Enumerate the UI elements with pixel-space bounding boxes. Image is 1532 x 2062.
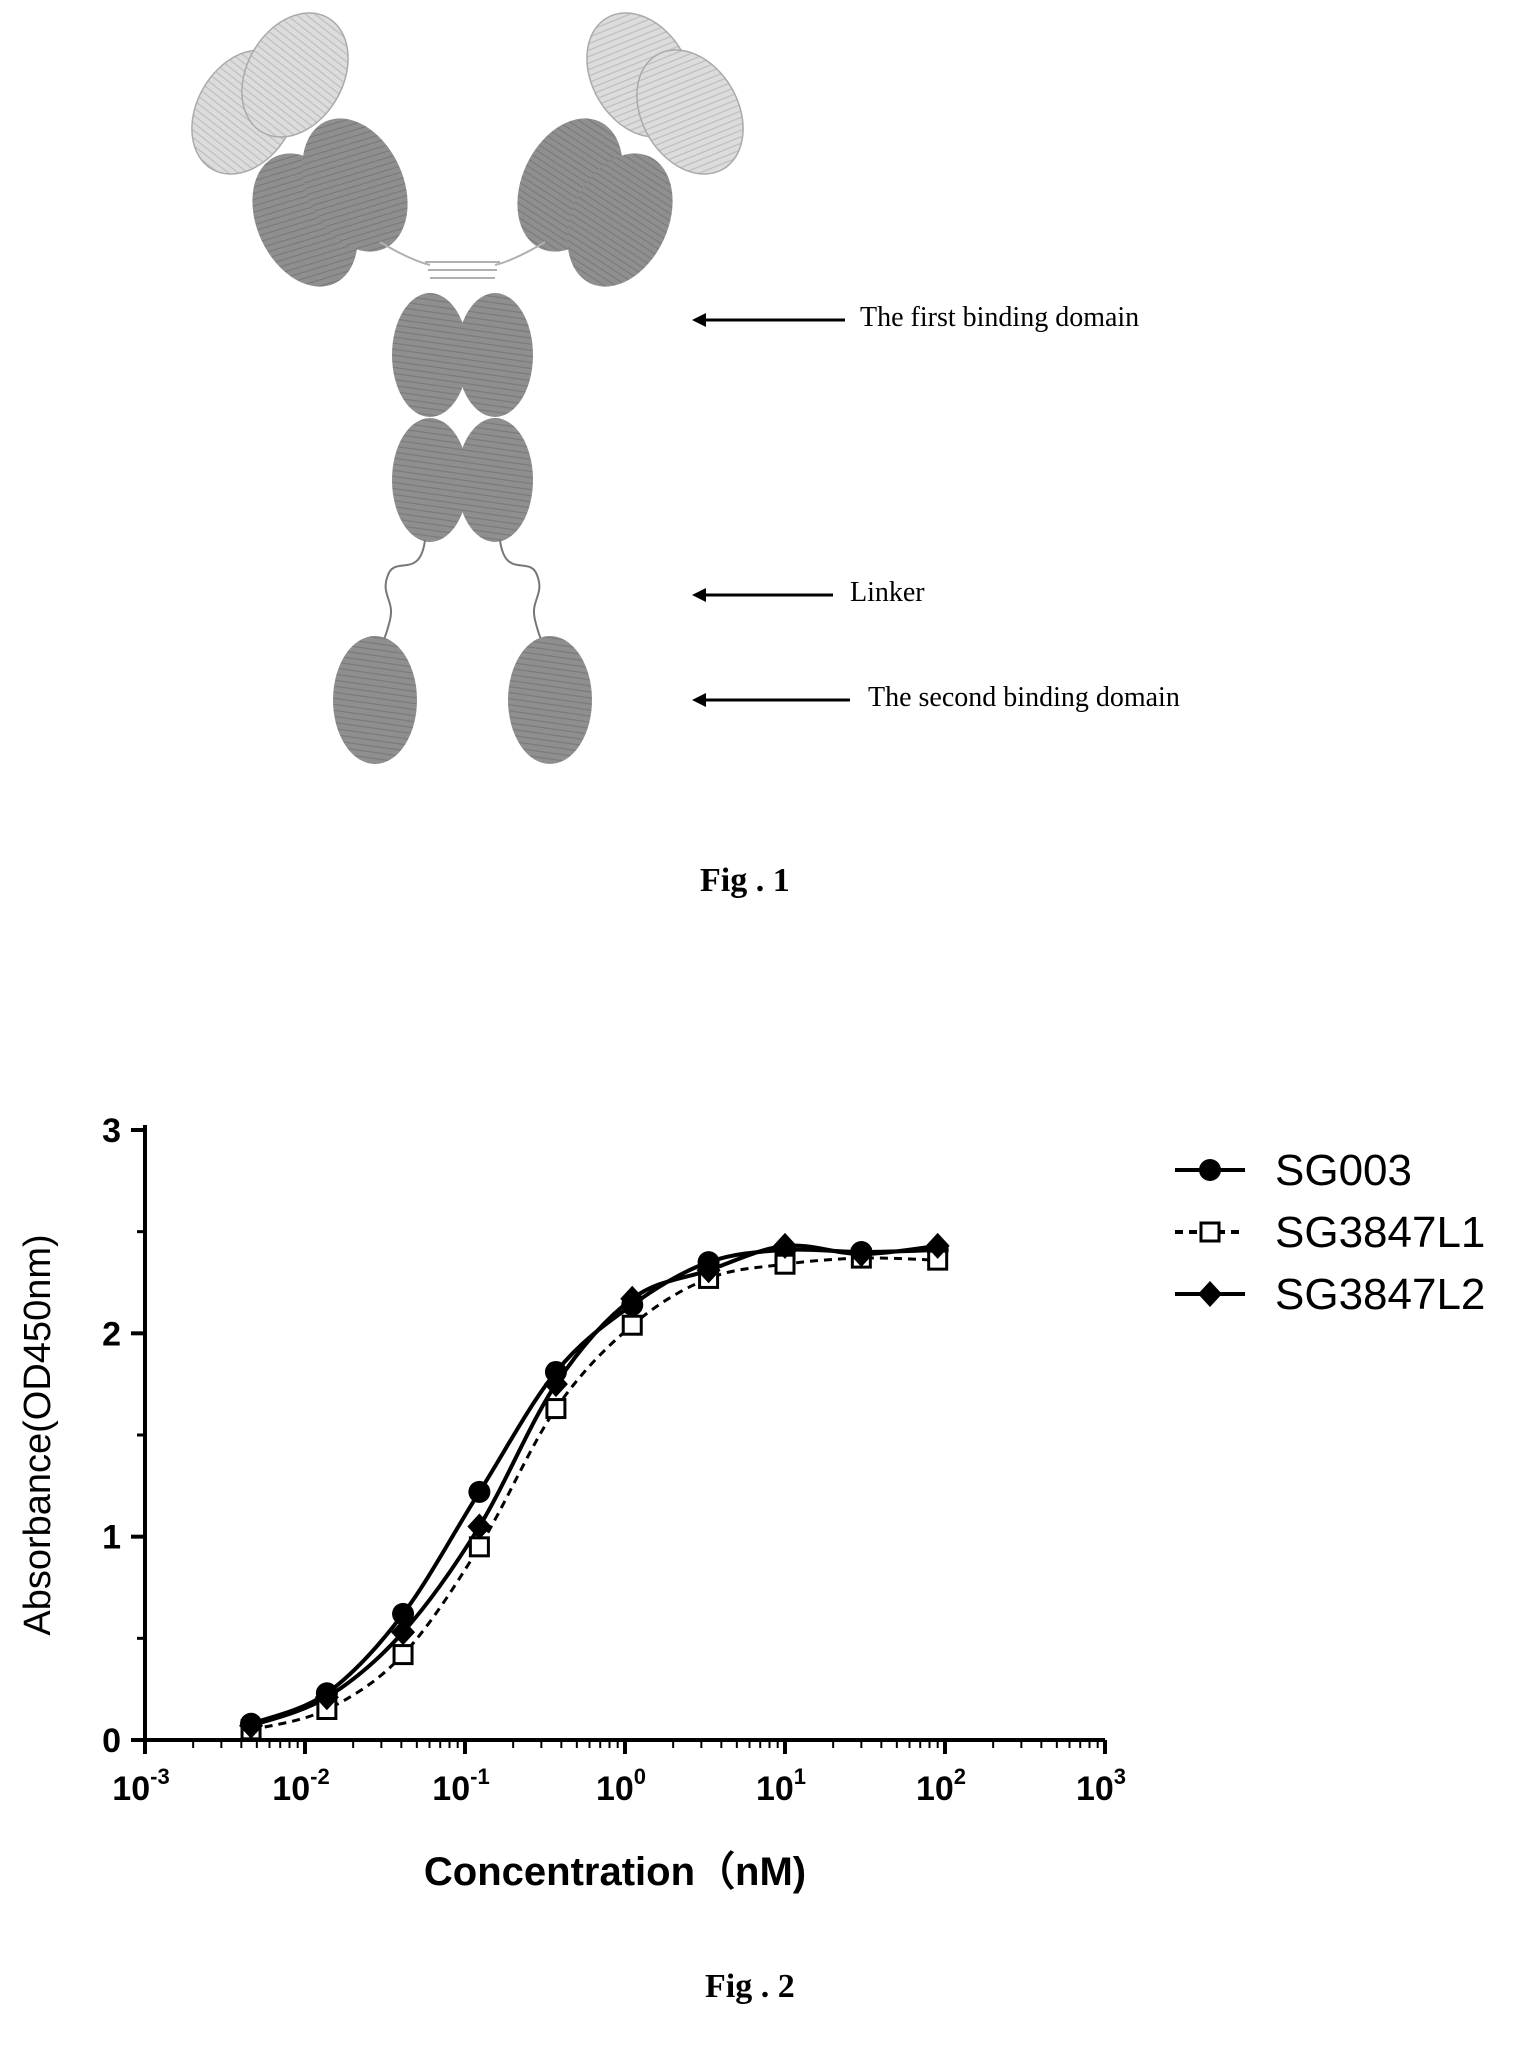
right-light-chain (586, 12, 744, 175)
legend-marker-sg3847l2 (1198, 1281, 1222, 1307)
x-tick-label: 10-3 (112, 1764, 169, 1808)
label-first-binding-domain: The first binding domain (860, 302, 1140, 333)
marker-sg3847l2 (925, 1232, 950, 1259)
marker-sg3847l2 (543, 1371, 568, 1398)
chart-legend: SG003 SG3847L1 SG3847L2 (1175, 1146, 1485, 1319)
chart-axes: 0 1 2 3 10-3 10-2 10-1 100 101 102 103 Concentratio… (17, 1112, 1126, 1894)
y-tick-label: 1 (102, 1519, 121, 1557)
label-linker: Linker (850, 577, 925, 608)
marker-sg003 (392, 1602, 415, 1625)
left-light-chain (191, 12, 349, 175)
second-binding-domains (333, 636, 592, 764)
marker-sg3847l1 (545, 1398, 567, 1420)
marker-sg3847l2 (696, 1257, 721, 1284)
marker-sg3847l2 (239, 1712, 264, 1739)
y-tick-label: 3 (102, 1112, 121, 1150)
fig2-caption: Fig . 2 (705, 1968, 795, 2005)
fig2-chart: 0 1 2 3 10-3 10-2 10-1 100 101 102 103 Concentratio… (17, 1112, 1485, 1894)
legend-marker-sg3847l1 (1199, 1221, 1221, 1243)
legend-label-sg3847l1: SG3847L1 (1275, 1208, 1485, 1257)
series-line-sg3847l2 (250, 1243, 938, 1728)
fc-domains (392, 293, 533, 542)
linker-strands (377, 539, 548, 648)
marker-sg003 (468, 1480, 491, 1503)
marker-sg3847l2 (773, 1232, 797, 1259)
fig1-diagram (191, 12, 850, 764)
marker-sg3847l1 (468, 1536, 490, 1558)
marker-sg3847l1 (621, 1314, 643, 1336)
marker-sg3847l2 (620, 1285, 645, 1312)
callout-arrows (692, 313, 850, 707)
legend-label-sg003: SG003 (1275, 1146, 1412, 1195)
x-tick-label: 100 (596, 1764, 646, 1808)
x-tick-label: 10-1 (432, 1764, 489, 1808)
y-tick-label: 0 (102, 1722, 121, 1760)
x-axis-label: Concentration（nM) (424, 1850, 806, 1894)
series-line-sg3847l1 (250, 1256, 938, 1732)
y-tick-label: 2 (102, 1315, 121, 1353)
legend-label-sg3847l2: SG3847L2 (1275, 1270, 1485, 1319)
x-tick-label: 103 (1076, 1764, 1126, 1808)
x-tick-label: 101 (756, 1764, 806, 1808)
label-second-binding-domain: The second binding domain (868, 682, 1180, 713)
hinge-region (379, 241, 546, 279)
marker-sg3847l2 (391, 1619, 416, 1646)
fig1-caption: Fig . 1 (700, 862, 790, 899)
marker-sg3847l2 (849, 1241, 874, 1268)
chart-markers (239, 1232, 950, 1741)
marker-sg3847l1 (392, 1644, 414, 1666)
left-heavy-fab (252, 118, 408, 287)
marker-sg3847l2 (314, 1684, 339, 1711)
legend-marker-sg003 (1199, 1159, 1221, 1181)
y-axis-label: Absorbance(OD450nm) (17, 1234, 59, 1635)
marker-sg3847l2 (467, 1513, 492, 1540)
series-line-sg003 (250, 1247, 938, 1726)
x-tick-label: 102 (916, 1764, 966, 1808)
right-heavy-fab (517, 118, 673, 287)
x-tick-label: 10-2 (272, 1764, 329, 1808)
chart-curves (250, 1243, 938, 1732)
